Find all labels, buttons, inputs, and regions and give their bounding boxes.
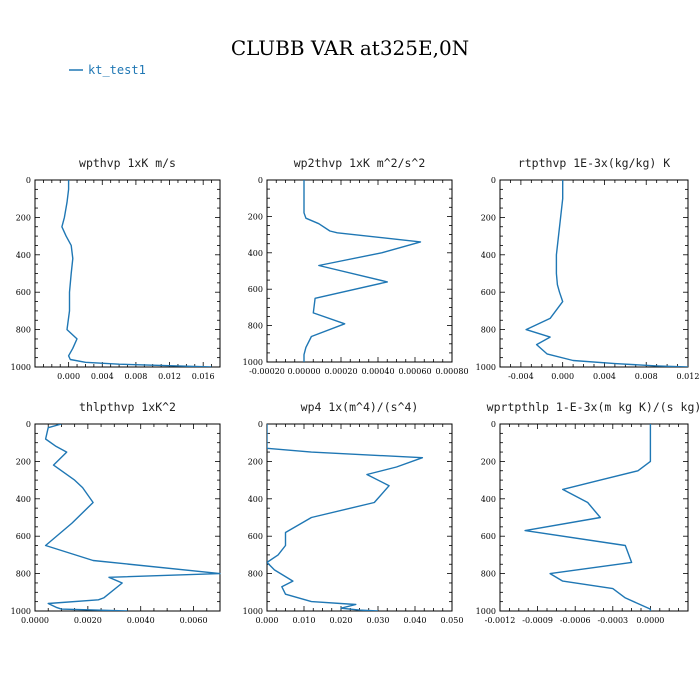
- y-tick-label: 0: [491, 420, 496, 429]
- series-line-kt_test1: [524, 424, 652, 611]
- x-tick-label: 0.0000: [21, 616, 49, 625]
- panel-title: wp4 1x(m^4)/(s^4): [301, 400, 419, 414]
- y-tick-label: 1000: [11, 363, 31, 372]
- y-tick-label: 600: [16, 288, 31, 297]
- x-tick-label: 0.004: [91, 372, 114, 381]
- y-tick-label: 600: [16, 532, 31, 541]
- y-tick-label: 0: [26, 176, 31, 185]
- y-tick-label: 600: [481, 288, 496, 297]
- y-tick-label: 400: [248, 495, 263, 504]
- series-line-kt_test1: [303, 180, 422, 362]
- panel-title: wprtpthlp 1-E-3x(m kg K)/(s kg): [487, 400, 700, 414]
- series-line-kt_test1: [61, 180, 212, 367]
- x-tick-label: -0.0006: [560, 616, 591, 625]
- y-tick-label: 400: [248, 249, 263, 258]
- x-tick-label: 0.000: [551, 372, 574, 381]
- y-tick-label: 200: [481, 457, 496, 466]
- x-tick-label: 0.020: [330, 616, 353, 625]
- y-tick-label: 600: [481, 532, 496, 541]
- y-tick-label: 400: [16, 495, 31, 504]
- y-tick-label: 600: [248, 532, 263, 541]
- plot-frame: [266, 179, 453, 363]
- legend-label: kt_test1: [88, 63, 146, 77]
- y-tick-label: 800: [248, 570, 263, 579]
- x-tick-label: 0.004: [593, 372, 616, 381]
- plot-frame: [34, 179, 221, 368]
- series-line-kt_test1: [267, 424, 424, 611]
- x-tick-label: -0.0012: [485, 616, 516, 625]
- y-tick-label: 800: [481, 570, 496, 579]
- panel-title: wpthvp 1xK m/s: [79, 156, 176, 170]
- panel-2: wp2thvp 1xK m^2/s^2 0 200 400 600 800 1000-0.0…: [243, 156, 469, 376]
- plot-frame: [266, 423, 453, 612]
- panel-title: wp2thvp 1xK m^2/s^2: [294, 156, 426, 170]
- y-tick-label: 1000: [476, 607, 496, 616]
- y-tick-label: 0: [258, 420, 263, 429]
- series-line-kt_test1: [525, 180, 689, 367]
- legend: kt_test1: [69, 63, 146, 77]
- x-tick-label: -0.0009: [522, 616, 553, 625]
- x-tick-label: 0.00020: [324, 367, 357, 376]
- y-tick-label: 1000: [243, 607, 263, 616]
- plot-frame: [499, 423, 689, 612]
- y-tick-label: 200: [248, 457, 263, 466]
- x-tick-label: -0.004: [508, 372, 534, 381]
- y-tick-label: 600: [248, 285, 263, 294]
- panel-1: wpthvp 1xK m/s 0 200 400 600 800 1000 0.000 0.00…: [11, 156, 221, 381]
- x-tick-label: 0.00080: [435, 367, 468, 376]
- x-tick-label: 0.0000: [636, 616, 664, 625]
- y-tick-label: 800: [481, 326, 496, 335]
- y-tick-label: 200: [248, 212, 263, 221]
- y-tick-label: 1000: [243, 358, 263, 367]
- panel-title: rtpthvp 1E-3x(kg/kg) K: [518, 156, 670, 170]
- series-line-kt_test1: [44, 424, 221, 611]
- x-tick-label: 0.040: [404, 616, 427, 625]
- y-tick-label: 200: [481, 213, 496, 222]
- x-tick-label: 0.050: [441, 616, 464, 625]
- x-tick-label: 0.016: [192, 372, 215, 381]
- x-tick-label: 0.012: [677, 372, 700, 381]
- x-tick-label: 0.00060: [398, 367, 431, 376]
- x-tick-label: 0.012: [158, 372, 181, 381]
- figure-title: CLUBB VAR at325E,0N: [231, 36, 469, 60]
- x-tick-label: 0.000: [57, 372, 80, 381]
- plot-frame: [34, 423, 221, 612]
- x-tick-label: -0.0003: [597, 616, 628, 625]
- x-tick-label: 0.0060: [180, 616, 208, 625]
- panel-6: wprtpthlp 1-E-3x(m kg K)/(s kg) 0 200 400 60…: [476, 400, 700, 625]
- y-tick-label: 800: [248, 322, 263, 331]
- x-tick-label: -0.00020: [249, 367, 285, 376]
- y-tick-label: 1000: [11, 607, 31, 616]
- y-tick-label: 1000: [476, 363, 496, 372]
- x-tick-label: 0.008: [124, 372, 147, 381]
- x-tick-label: 0.010: [293, 616, 316, 625]
- y-tick-label: 200: [16, 457, 31, 466]
- x-tick-label: 0.0040: [127, 616, 155, 625]
- y-tick-label: 0: [491, 176, 496, 185]
- y-tick-label: 200: [16, 213, 31, 222]
- y-tick-label: 800: [16, 326, 31, 335]
- x-tick-label: 0.0020: [74, 616, 102, 625]
- x-tick-label: 0.008: [635, 372, 658, 381]
- y-tick-label: 400: [481, 251, 496, 260]
- y-tick-label: 0: [258, 176, 263, 185]
- y-tick-label: 0: [26, 420, 31, 429]
- x-tick-label: 0.000: [256, 616, 279, 625]
- x-tick-label: 0.00000: [287, 367, 320, 376]
- y-tick-label: 400: [16, 251, 31, 260]
- panel-3: rtpthvp 1E-3x(kg/kg) K 0 200 400 600 800 1000 -…: [476, 156, 700, 381]
- panel-title: thlpthvp 1xK^2: [79, 400, 176, 414]
- x-tick-label: 0.00040: [361, 367, 394, 376]
- y-tick-label: 800: [16, 570, 31, 579]
- x-tick-label: 0.030: [367, 616, 390, 625]
- plot-frame: [499, 179, 689, 368]
- y-tick-label: 400: [481, 495, 496, 504]
